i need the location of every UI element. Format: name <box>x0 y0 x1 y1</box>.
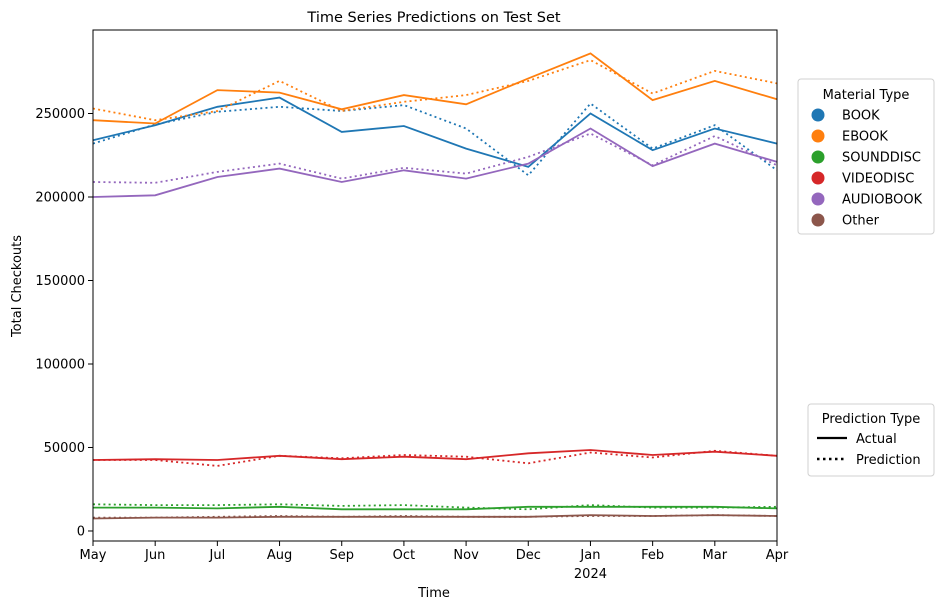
series-line-ebook-actual <box>92 52 778 125</box>
x-tick-label: Jun <box>144 548 165 563</box>
y-tick-label: 200000 <box>35 190 85 205</box>
legend-prediction-frame <box>807 403 935 477</box>
x-tick-label: Aug <box>267 548 292 563</box>
x-tick-label: Jul <box>209 548 226 563</box>
plot-area: 0 50000 100000 150000 200000 250000 May Jun Jul A… <box>35 29 789 582</box>
y-tick-label: 250000 <box>35 107 85 122</box>
x-tick-label: Nov <box>453 548 479 563</box>
y-tick-label: 50000 <box>44 441 85 456</box>
series-line-audiobook-prediction <box>92 132 778 184</box>
x-tick-label: Sep <box>329 548 354 563</box>
y-tick-label: 100000 <box>35 357 85 372</box>
series-line-ebook-prediction <box>92 59 778 122</box>
x-tick-label: Apr <box>766 548 789 563</box>
legend-marker-audiobook <box>811 192 825 206</box>
series-line-book-actual <box>92 96 778 168</box>
legend-label-audiobook: AUDIOBOOK <box>842 193 923 208</box>
axes-frame <box>92 29 778 542</box>
x-tick-label: May <box>80 548 107 563</box>
series-line-videodisc-actual <box>92 449 778 461</box>
legend-label-sounddisc: SOUNDDISC <box>842 151 921 166</box>
x-tick-label: Oct <box>393 548 415 563</box>
x-axis-label: Time <box>417 586 450 601</box>
legend-label-ebook: EBOOK <box>842 130 888 145</box>
series-line-other-actual <box>92 514 778 520</box>
legend-prediction-label: Prediction <box>856 453 921 468</box>
x-tick-label: Feb <box>641 548 664 563</box>
series-line-sounddisc-actual <box>93 505 778 511</box>
series-line-audiobook-actual <box>92 127 778 198</box>
y-tick-label: 150000 <box>35 274 85 289</box>
chart-title: Time Series Predictions on Test Set <box>306 10 560 26</box>
legend-material-type: Material Type BOOK EBOOK SOUNDDISC VIDEODIS… <box>797 78 935 235</box>
legend-marker-ebook <box>811 129 825 143</box>
y-tick-label: 0 <box>77 524 85 539</box>
y-axis-label: Total Checkouts <box>10 235 25 338</box>
legend-marker-videodisc <box>811 171 825 185</box>
legend-prediction-title: Prediction Type <box>822 412 921 427</box>
x-tick-label: Dec <box>516 548 541 563</box>
legend-marker-sounddisc <box>811 150 825 164</box>
legend-marker-book <box>811 108 825 122</box>
legend-label-book: BOOK <box>842 109 880 124</box>
legend-marker-other <box>811 213 825 227</box>
legend-material-title: Material Type <box>823 88 910 103</box>
legend-material-frame <box>797 78 935 235</box>
legend-label-other: Other <box>842 214 880 229</box>
legend-label-videodisc: VIDEODISC <box>842 172 914 187</box>
series-line-videodisc-prediction <box>93 449 778 467</box>
x-tick-label: Jan <box>579 548 600 563</box>
series-line-book-prediction <box>92 102 778 177</box>
legend-actual-label: Actual <box>856 432 897 447</box>
x-tick-sublabel-year: 2024 <box>574 567 607 582</box>
legend-prediction-type: Prediction Type Actual Prediction <box>807 403 935 477</box>
x-tick-label: Mar <box>703 548 728 563</box>
